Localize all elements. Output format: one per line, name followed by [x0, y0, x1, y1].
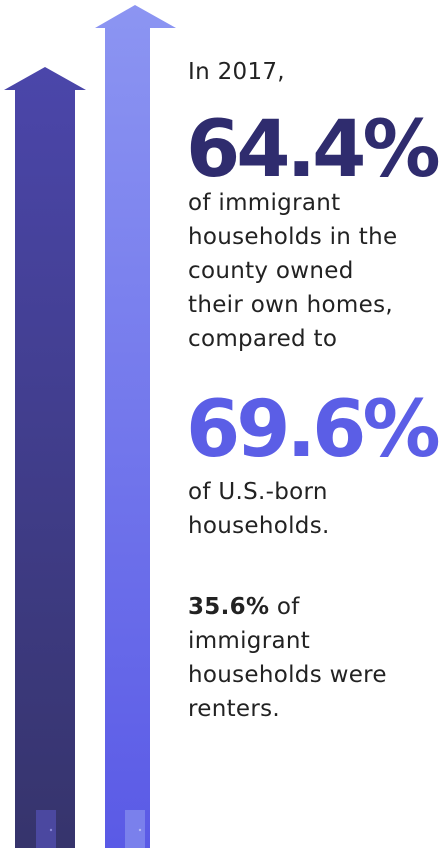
stat-renters: 35.6%: [188, 594, 270, 620]
stat-owned-usborn: 69.6%: [186, 385, 441, 475]
text-line: households in the: [188, 224, 398, 250]
text-line: county owned: [188, 258, 354, 284]
text-line: of: [276, 594, 300, 620]
text-line: their own homes,: [188, 292, 393, 318]
text-line: immigrant: [188, 628, 311, 654]
text-line: households were: [188, 662, 387, 688]
text-line: of immigrant: [188, 190, 341, 216]
left-arrow: [4, 67, 86, 848]
text-block: of immigrant households in the county owne…: [188, 186, 397, 356]
text-line: households.: [188, 513, 330, 539]
line: 35.6% of: [188, 590, 387, 624]
intro: In 2017,: [188, 59, 285, 85]
text-block: of U.S.-born households.: [188, 475, 330, 543]
stat-owned-immigrant: 64.4%: [186, 105, 441, 195]
text-line: of U.S.-born: [188, 479, 328, 505]
right-arrow: [95, 5, 176, 848]
text-line: renters.: [188, 696, 280, 722]
text-block: 35.6% of immigrant households were renters…: [188, 590, 387, 726]
text-line: compared to: [188, 326, 338, 352]
